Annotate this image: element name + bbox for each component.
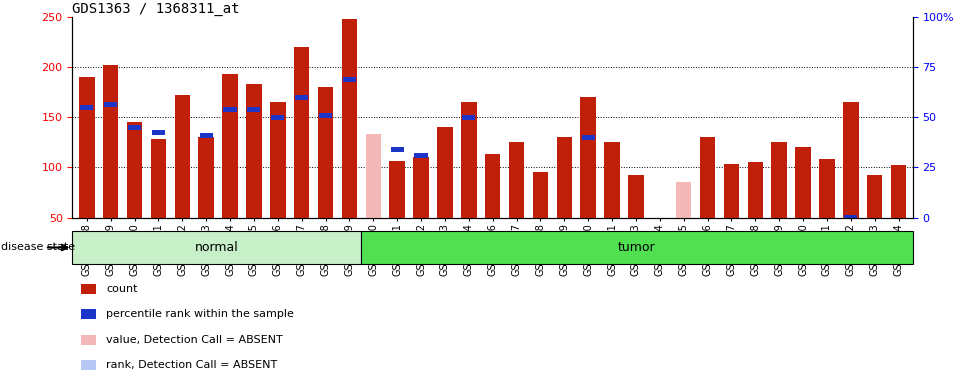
Bar bbox=[532, 172, 548, 217]
Bar bbox=[795, 147, 810, 218]
Bar bbox=[582, 135, 595, 140]
Bar bbox=[389, 161, 405, 218]
Bar bbox=[461, 102, 476, 218]
Bar bbox=[844, 215, 858, 220]
Bar bbox=[72, 231, 360, 264]
Bar bbox=[81, 309, 97, 320]
Bar bbox=[773, 219, 785, 224]
Bar bbox=[246, 84, 262, 218]
Bar bbox=[271, 115, 284, 120]
Bar bbox=[438, 127, 453, 218]
Bar bbox=[510, 225, 524, 230]
Bar bbox=[365, 134, 381, 218]
Bar bbox=[724, 164, 739, 218]
Text: count: count bbox=[106, 284, 138, 294]
Bar bbox=[676, 182, 692, 218]
Bar bbox=[79, 77, 95, 218]
Bar bbox=[699, 137, 715, 218]
Bar bbox=[360, 231, 913, 264]
Bar bbox=[892, 232, 905, 237]
Bar bbox=[128, 125, 141, 130]
Bar bbox=[80, 105, 94, 110]
Bar bbox=[867, 176, 882, 217]
Bar bbox=[270, 102, 286, 218]
Bar bbox=[222, 74, 238, 217]
Bar bbox=[175, 95, 190, 218]
Bar bbox=[868, 233, 881, 238]
Text: disease state: disease state bbox=[1, 243, 75, 252]
Bar bbox=[581, 97, 596, 218]
Bar bbox=[81, 334, 97, 345]
Bar bbox=[652, 217, 668, 246]
Bar bbox=[223, 106, 237, 112]
Bar bbox=[486, 223, 499, 228]
Bar bbox=[820, 230, 834, 235]
Bar bbox=[319, 112, 332, 118]
Bar bbox=[127, 122, 142, 218]
Text: tumor: tumor bbox=[618, 241, 656, 254]
Bar bbox=[748, 162, 763, 218]
Text: rank, Detection Call = ABSENT: rank, Detection Call = ABSENT bbox=[106, 360, 277, 370]
Bar bbox=[796, 233, 810, 238]
Text: normal: normal bbox=[194, 241, 239, 254]
Text: value, Detection Call = ABSENT: value, Detection Call = ABSENT bbox=[106, 334, 283, 345]
Bar bbox=[606, 225, 618, 230]
Bar bbox=[556, 137, 572, 218]
Bar bbox=[152, 130, 165, 135]
Bar bbox=[151, 139, 166, 218]
Bar bbox=[462, 115, 475, 120]
Bar bbox=[485, 154, 500, 218]
Text: percentile rank within the sample: percentile rank within the sample bbox=[106, 309, 295, 319]
Bar bbox=[509, 142, 525, 218]
Bar bbox=[342, 19, 357, 217]
Bar bbox=[629, 220, 642, 225]
Bar bbox=[534, 235, 547, 240]
Bar bbox=[749, 227, 762, 232]
Bar bbox=[343, 76, 356, 82]
Bar bbox=[247, 106, 261, 112]
Bar bbox=[701, 223, 714, 228]
Bar bbox=[891, 165, 906, 218]
Bar bbox=[294, 47, 309, 217]
Bar bbox=[318, 87, 333, 218]
Bar bbox=[772, 142, 787, 218]
Bar bbox=[628, 176, 643, 217]
Text: GDS1363 / 1368311_at: GDS1363 / 1368311_at bbox=[72, 2, 240, 16]
Bar bbox=[605, 142, 620, 218]
Bar bbox=[81, 360, 97, 370]
Bar bbox=[198, 137, 213, 218]
Bar bbox=[819, 159, 835, 218]
Bar bbox=[200, 133, 213, 138]
Bar bbox=[414, 153, 428, 158]
Bar bbox=[390, 147, 404, 152]
Bar bbox=[557, 223, 571, 228]
Bar bbox=[843, 102, 859, 218]
Bar bbox=[413, 158, 429, 218]
Bar bbox=[653, 243, 667, 248]
Bar bbox=[104, 102, 117, 106]
Bar bbox=[103, 65, 119, 218]
Bar bbox=[81, 284, 97, 294]
Bar bbox=[295, 94, 308, 100]
Bar bbox=[724, 228, 738, 233]
